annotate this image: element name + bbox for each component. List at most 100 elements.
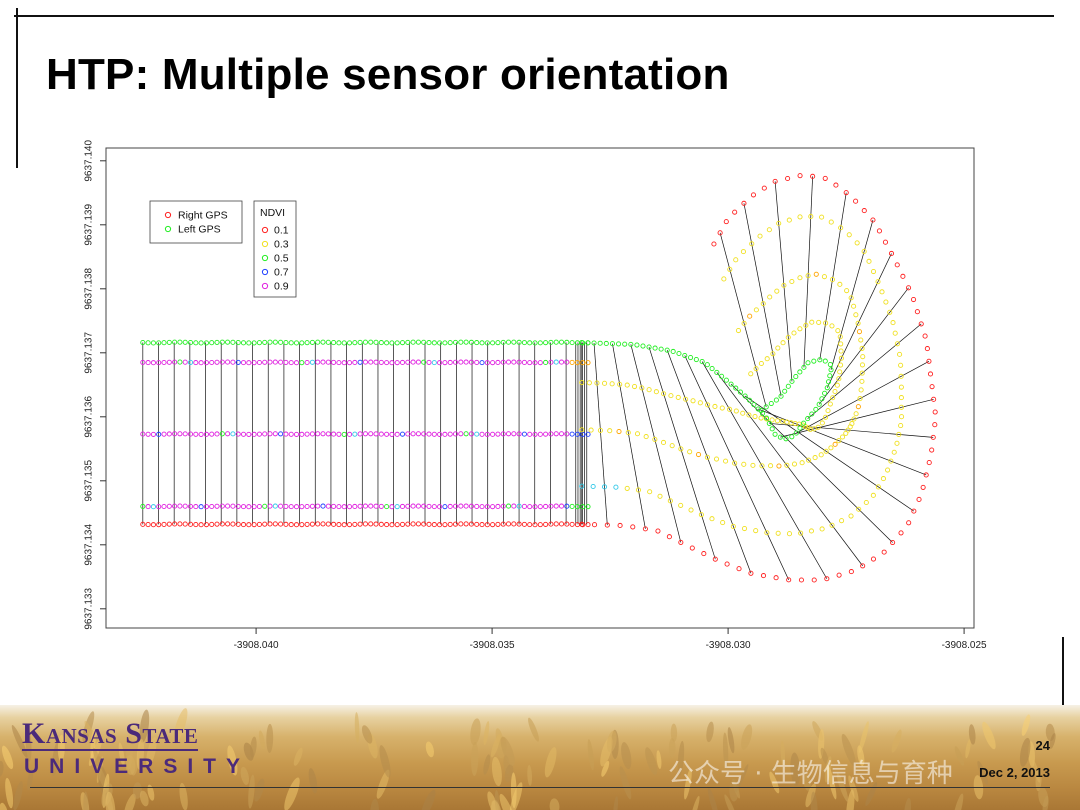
sensor-ndvi-point [293, 504, 300, 510]
sensor-ndvi-point [747, 313, 753, 319]
slide-title: HTP: Multiple sensor orientation [46, 50, 730, 99]
sensor-ndvi-point [832, 388, 838, 395]
right-gps-point [585, 522, 591, 528]
right-gps-point [870, 556, 877, 562]
right-gps-point [267, 521, 273, 527]
left-gps-point [288, 340, 294, 346]
right-gps-point [463, 521, 469, 527]
sensor-ndvi-point [150, 431, 156, 437]
ndvi-legend-label: 0.3 [274, 239, 289, 251]
left-gps-point [704, 362, 710, 368]
left-gps-point [822, 390, 828, 396]
right-gps-point [701, 551, 707, 557]
sensor-ndvi-point [209, 503, 215, 510]
sensor-ndvi-point [774, 288, 780, 294]
sensor-ndvi-point [235, 431, 241, 437]
sensor-ndvi-point [683, 396, 689, 402]
sensor-ndvi-point [543, 359, 549, 366]
left-gps-point [500, 339, 506, 345]
sensor-ndvi-point [732, 460, 738, 466]
right-gps-point [474, 521, 480, 527]
left-gps-point [609, 341, 615, 347]
transect-line [830, 219, 874, 370]
right-gps-point [711, 241, 717, 247]
wheat-stalk [848, 775, 859, 802]
sensor-ndvi-point [849, 421, 855, 427]
left-gps-point [759, 410, 766, 416]
sensor-ndvi-point [897, 351, 903, 357]
sensor-ndvi-point [616, 428, 622, 435]
sensor-ndvi-point [537, 431, 543, 437]
sensor-ndvi-point [357, 359, 363, 365]
sensor-ndvi-point [797, 275, 803, 281]
wheat-stalk [483, 754, 491, 775]
sensor-ndvi-point [203, 431, 209, 437]
sensor-ndvi-point [580, 431, 586, 437]
right-gps-point [240, 522, 247, 528]
ndvi-legend-box [253, 200, 297, 298]
sensor-ndvi-point [858, 387, 864, 393]
sensor-ndvi-point [574, 431, 580, 437]
wheat-stalk [810, 791, 818, 810]
sensor-ndvi-point [225, 431, 231, 437]
sensor-ndvi-point [585, 360, 591, 366]
right-gps-point [564, 521, 570, 527]
sensor-ndvi-point [667, 498, 673, 504]
sensor-ndvi-point [688, 507, 694, 513]
sensor-ndvi-point [511, 503, 517, 509]
wheat-stalk [139, 709, 150, 743]
sensor-ndvi-point [399, 503, 406, 510]
right-gps-point [848, 569, 854, 575]
sensor-ndvi-point [394, 504, 400, 510]
sensor-ndvi-point [779, 418, 785, 424]
right-gps-point [161, 521, 167, 528]
sensor-ndvi-point [431, 431, 437, 437]
wheat-stalk [240, 766, 250, 785]
sensor-ndvi-point [733, 408, 739, 414]
sensor-ndvi-point [389, 431, 395, 437]
sensor-ndvi-point [341, 431, 347, 437]
y-tick-label: 9637.133 [84, 588, 95, 630]
left-gps-point [603, 340, 609, 347]
sensor-ndvi-point [846, 232, 852, 238]
sensor-ndvi-point [272, 431, 278, 437]
sensor-ndvi-point [288, 504, 294, 510]
sensor-ndvi-point [853, 411, 859, 417]
left-gps-point [646, 344, 652, 350]
sensor-ndvi-point [484, 504, 490, 510]
left-gps-point [150, 340, 156, 346]
wheat-stalk [471, 741, 479, 777]
sensor-ndvi-point [741, 320, 747, 326]
sensor-ndvi-point [193, 504, 199, 510]
sensor-ndvi-point [463, 359, 469, 365]
wheat-stalk [57, 734, 65, 762]
sensor-ndvi-point [866, 258, 872, 264]
sensor-ndvi-point [894, 440, 900, 446]
sensor-ndvi-point [299, 504, 305, 510]
right-gps-point [553, 521, 559, 527]
sensor-ndvi-point [537, 360, 543, 366]
transect-line [684, 355, 790, 581]
wheat-stalk [677, 740, 685, 776]
right-gps-point [479, 522, 485, 528]
left-gps-point [219, 339, 225, 345]
sensor-ndvi-point [474, 503, 480, 509]
right-gps-point [320, 521, 326, 527]
sensor-ndvi-point [521, 359, 527, 365]
sensor-ndvi-point [870, 268, 877, 275]
sensor-ndvi-point [590, 483, 596, 490]
gps-legend-label: Left GPS [178, 224, 221, 236]
left-gps-point [203, 340, 209, 346]
sensor-ndvi-point [861, 248, 867, 255]
wheat-stalk [621, 742, 632, 770]
sensor-ndvi-point [812, 455, 818, 461]
sensor-ndvi-point [569, 431, 575, 437]
sensor-ndvi-point [293, 360, 300, 366]
sensor-ndvi-point [373, 503, 379, 509]
wheat-stalk [952, 793, 964, 810]
sensor-ndvi-point [145, 504, 151, 510]
right-gps-point [798, 577, 805, 583]
gps-legend-box [149, 200, 243, 244]
sensor-ndvi-point [405, 359, 411, 365]
sensor-ndvi-point [156, 504, 162, 510]
